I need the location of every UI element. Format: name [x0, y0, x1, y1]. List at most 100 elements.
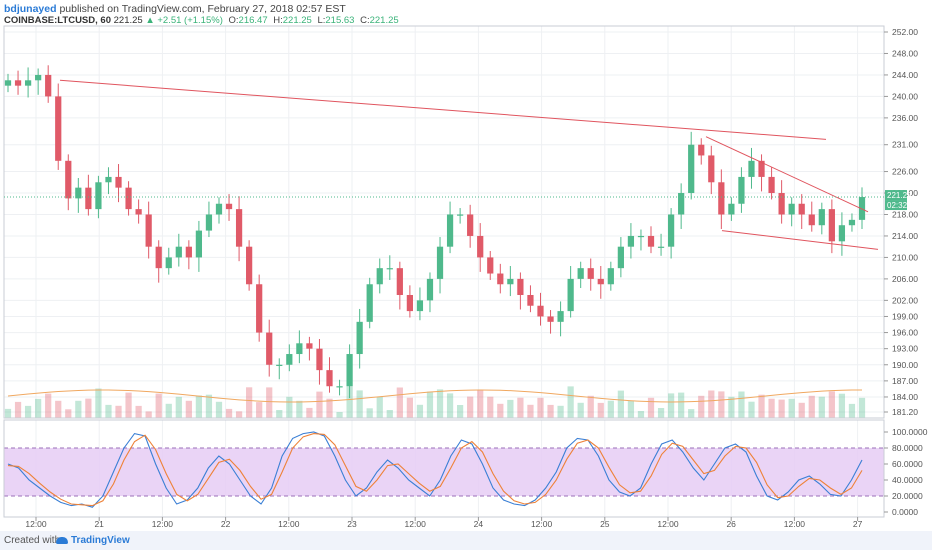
- candle-body: [637, 235, 645, 238]
- volume-bar: [386, 410, 393, 418]
- low-value: 215.63: [325, 15, 355, 26]
- price-change: +2.51 (+1.15%): [157, 15, 223, 26]
- volume-bar: [477, 389, 484, 418]
- candle-body: [125, 187, 132, 210]
- price-tick-label: 181.20: [892, 407, 918, 417]
- candle-body: [688, 144, 695, 194]
- candle-body: [567, 278, 574, 312]
- price-tick-label: 199.00: [892, 311, 918, 321]
- symbol-name[interactable]: COINBASE:LTCUSD, 60: [4, 15, 111, 26]
- volume-bar: [547, 404, 554, 418]
- rsi-tick-label: 40.0000: [892, 475, 923, 485]
- price-tick-label: 210.00: [892, 252, 918, 262]
- candle-body: [396, 268, 403, 295]
- volume-bar: [256, 402, 263, 418]
- candle-body: [778, 193, 785, 215]
- volume-bar: [225, 408, 233, 418]
- price-tick-label: 190.00: [892, 360, 918, 370]
- volume-bar: [688, 409, 695, 418]
- volume-bar: [758, 394, 765, 418]
- volume-bar: [778, 399, 785, 418]
- candle-body: [728, 203, 735, 215]
- candle-body: [848, 219, 856, 226]
- publish-header: bdjunayed published on TradingView.com, …: [4, 3, 346, 15]
- volume-bar: [788, 398, 795, 418]
- candle-body: [597, 278, 604, 285]
- candle-body: [75, 187, 82, 199]
- volume-bar: [426, 391, 434, 418]
- candle-body: [256, 284, 263, 333]
- candle-body: [457, 214, 464, 216]
- price-tick-label: 184.00: [892, 392, 918, 402]
- volume-bar: [55, 400, 62, 418]
- open-value: 216.47: [238, 15, 268, 26]
- candle-body: [316, 348, 323, 371]
- volume-bar: [135, 405, 142, 418]
- stoch-rsi-lines: [7, 431, 863, 508]
- volume-bar: [678, 392, 685, 418]
- candle-body: [627, 235, 635, 247]
- countdown-tag: [885, 200, 907, 211]
- volume-bar: [577, 402, 584, 418]
- candle-body: [336, 386, 343, 388]
- created-with-text: Created with: [4, 535, 61, 546]
- price-tick-label: 226.00: [892, 167, 918, 177]
- volume-bar: [65, 409, 72, 418]
- author-name[interactable]: bdjunayed: [4, 3, 57, 15]
- volume-bar: [557, 405, 564, 418]
- time-tick-label: 25: [600, 519, 610, 529]
- volume-bar: [527, 404, 534, 418]
- volume-bar: [75, 400, 82, 418]
- candle-body: [185, 246, 192, 258]
- high-label: H:: [273, 15, 283, 26]
- candle-body: [436, 246, 444, 279]
- high-value: 221.25: [282, 15, 312, 26]
- candle-body: [155, 246, 162, 269]
- candle-body: [547, 316, 554, 322]
- candle-body: [798, 203, 805, 215]
- volume-bar: [627, 400, 635, 418]
- price-panel-border: [3, 25, 885, 419]
- time-tick-label: 22: [221, 519, 231, 529]
- trendlines: [59, 79, 879, 250]
- rsi-tick-label: 20.0000: [892, 491, 923, 501]
- price-chart[interactable]: 252.00 248.00 244.00 240.00 236.00 231.00 226.…: [0, 0, 932, 531]
- price-tick-label: 218.00: [892, 209, 918, 219]
- volume-bar: [416, 404, 424, 418]
- trendline-wedge-lower: [721, 230, 879, 250]
- candle-body: [55, 96, 62, 161]
- volume-bar: [487, 396, 494, 418]
- cloud-icon: [56, 536, 68, 544]
- volume-bar: [808, 395, 815, 418]
- volume-bar: [537, 397, 544, 418]
- tradingview-logo[interactable]: TradingView: [56, 535, 130, 546]
- candle-body: [346, 354, 353, 387]
- volume-bar: [175, 396, 182, 418]
- candle-body: [748, 160, 755, 177]
- volume-bar: [14, 401, 22, 418]
- candle-body: [85, 187, 92, 210]
- candlestick-series: [4, 65, 866, 399]
- price-tick-label: 196.00: [892, 328, 918, 338]
- volume-ma-line: [7, 389, 863, 403]
- axes: 252.00 248.00 244.00 240.00 236.00 231.00 226.…: [3, 25, 928, 529]
- volume-bar: [406, 397, 413, 418]
- volume-bar: [4, 408, 12, 418]
- time-tick-label: 12:00: [405, 519, 427, 529]
- candle-body: [467, 214, 474, 236]
- volume-bar: [858, 397, 866, 418]
- low-label: L:: [317, 15, 326, 26]
- candle-body: [698, 144, 705, 156]
- rsi-tick-label: 0.0000: [892, 507, 918, 517]
- volume-bar: [336, 412, 343, 418]
- candle-body: [657, 246, 665, 248]
- volume-bar: [567, 386, 574, 418]
- time-tick-label: 12:00: [784, 519, 806, 529]
- candle-body: [105, 176, 112, 183]
- volume-bar: [708, 390, 715, 418]
- volume-bar: [165, 403, 172, 418]
- close-label: C:: [360, 15, 370, 26]
- rsi-tick-label: 80.0000: [892, 443, 923, 453]
- volume-bar: [698, 395, 705, 418]
- volume-bar: [667, 393, 675, 418]
